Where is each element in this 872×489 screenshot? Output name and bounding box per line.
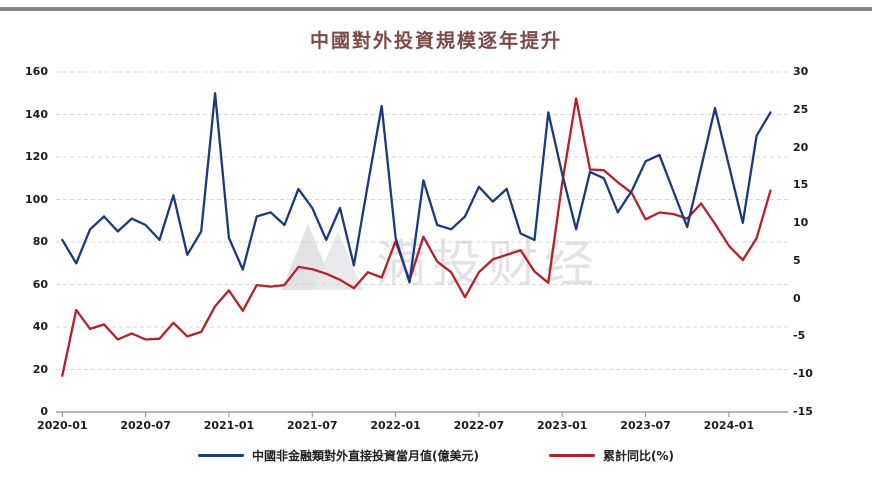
legend-swatch-monthly-value xyxy=(198,454,244,457)
legend-swatch-yoy xyxy=(548,454,595,457)
watermark-logo-triangle-right xyxy=(313,231,363,290)
y-axis-right-tick-label: 5 xyxy=(793,253,801,267)
watermark: 满投财经 xyxy=(281,224,594,293)
legend-label-monthly-value: 中國非金融類對外直接投資當月值(億美元) xyxy=(252,449,479,463)
y-axis-left-tick-label: 0 xyxy=(40,405,48,418)
y-axis-right-tick-label: 10 xyxy=(793,216,809,230)
y-axis-left-tick-label: 40 xyxy=(32,320,48,333)
x-axis-tick-label: 2020-01 xyxy=(37,419,88,432)
top-border-bar xyxy=(0,7,872,11)
series-lines xyxy=(61,92,772,377)
x-axis-tick-label: 2024-01 xyxy=(703,419,755,432)
y-axis-right-tick-label: -10 xyxy=(793,367,813,381)
legend-label-yoy: 累計同比(%) xyxy=(602,449,674,463)
x-axis-tick-label: 2022-07 xyxy=(453,419,505,432)
x-axis-tick-label: 2021-07 xyxy=(287,419,338,432)
x-axis-tick-label: 2023-01 xyxy=(536,419,588,432)
y-axis-left-tick-label: 60 xyxy=(32,277,48,291)
legend: 中國非金融類對外直接投資當月值(億美元) 累計同比(%) xyxy=(0,447,872,464)
y-axis-right-tick-label: 0 xyxy=(793,291,801,305)
y-axis-left-tick-label: 100 xyxy=(25,192,48,206)
y-axis-right-tick-label: -5 xyxy=(793,329,806,343)
series-line-yoy xyxy=(61,97,772,377)
y-axis-left-tick-label: 80 xyxy=(32,235,48,248)
y-axis-right-tick-label: 15 xyxy=(793,178,809,192)
legend-item-yoy[interactable]: 累計同比(%) xyxy=(548,447,674,464)
y-axis-right-tick-label: -15 xyxy=(793,405,813,418)
legend-item-monthly-value[interactable]: 中國非金融類對外直接投資當月值(億美元) xyxy=(198,447,479,464)
y-axis-right-tick-label: 25 xyxy=(793,102,809,116)
gridlines xyxy=(56,71,788,417)
x-axis-tick-label: 2023-07 xyxy=(620,419,671,432)
y-axis-right-tick-label: 30 xyxy=(793,65,809,78)
y-axis-left-tick-label: 20 xyxy=(32,362,48,376)
y-axis-left-tick-label: 160 xyxy=(25,65,48,78)
chart-title: 中國對外投資規模逐年提升 xyxy=(309,30,562,52)
y-axis-left-tick-label: 120 xyxy=(25,150,48,163)
series-line-monthly-value xyxy=(61,92,772,284)
x-axis-tick-label: 2022-01 xyxy=(370,419,421,432)
x-axis-tick-label: 2021-01 xyxy=(203,419,255,432)
x-axis-tick-label: 2020-07 xyxy=(120,419,171,432)
y-axis-left-tick-label: 140 xyxy=(25,107,48,121)
y-axis-right-tick-label: 20 xyxy=(793,140,809,154)
